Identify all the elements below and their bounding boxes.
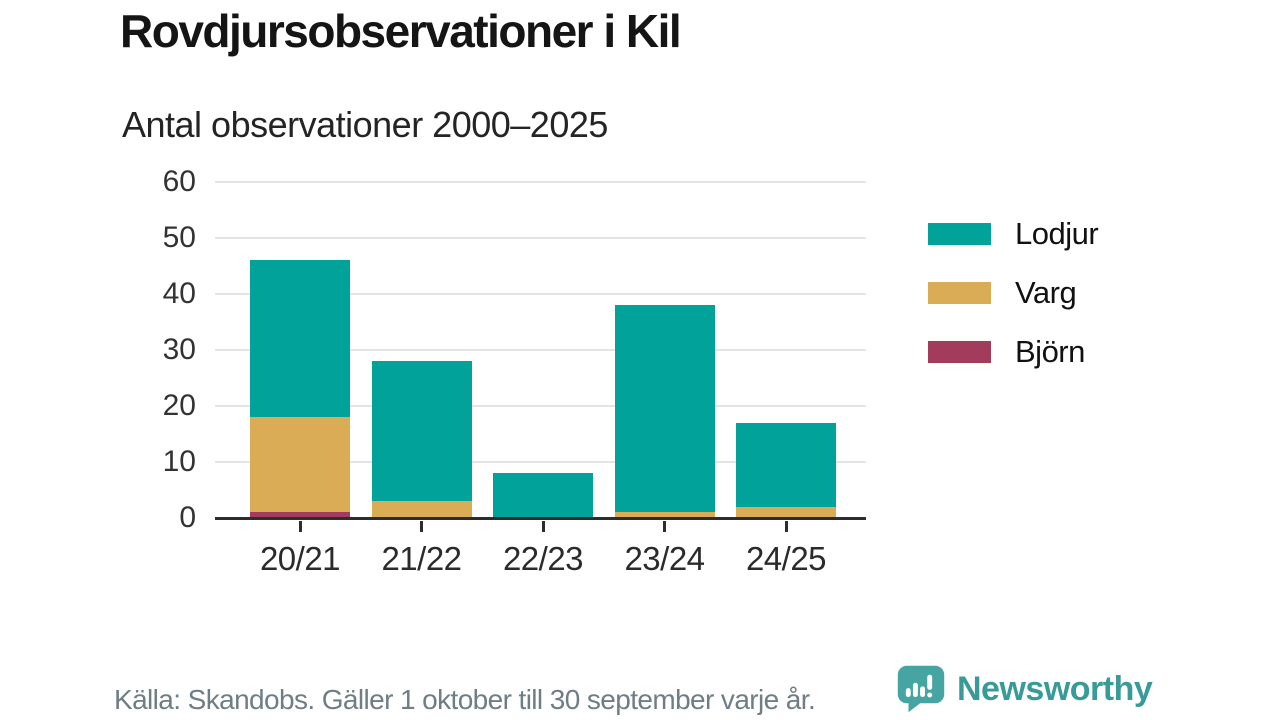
- y-axis-tick-label: 50: [162, 221, 196, 254]
- legend-label: Lodjur: [1015, 216, 1099, 251]
- newsworthy-logo-icon: [897, 665, 945, 713]
- gridline: [215, 237, 866, 239]
- legend-item-lodjur: Lodjur: [928, 216, 1099, 252]
- x-axis-tick: [298, 521, 302, 532]
- x-axis-line: [215, 516, 866, 520]
- bar-segment-varg-24-25: [736, 506, 836, 518]
- x-axis-tick-label: 23/24: [624, 540, 705, 577]
- chart-title: Rovdjursobservationer i Kil: [120, 5, 682, 57]
- gridline: [215, 405, 866, 407]
- source-note: Källa: Skandobs. Gäller 1 oktober till 3…: [114, 684, 816, 715]
- legend-swatch-varg: [928, 282, 991, 304]
- bar-segment-lodjur-20-21: [250, 260, 350, 418]
- gridline: [215, 461, 866, 463]
- y-axis-tick-label: 30: [162, 333, 196, 366]
- x-axis-tick-label: 20/21: [259, 540, 341, 577]
- bar-segment-varg-20-21: [250, 417, 350, 513]
- x-axis-tick-label: 24/25: [745, 540, 827, 577]
- gridline: [215, 293, 866, 295]
- y-axis-tick-label: 20: [162, 389, 196, 422]
- gridline: [215, 349, 866, 351]
- bar-segment-björn-20-21: [250, 512, 350, 518]
- gridline: [215, 181, 866, 183]
- x-axis-tick-label: 22/23: [502, 540, 584, 577]
- x-axis-tick: [784, 521, 788, 532]
- bar-segment-varg-23-24: [614, 512, 715, 518]
- x-axis-tick: [420, 521, 423, 532]
- legend-item-bjorn: Björn: [928, 334, 1098, 370]
- x-axis-tick: [541, 521, 545, 532]
- legend-swatch-bjorn: [928, 341, 991, 363]
- y-axis-tick-label: 10: [162, 445, 196, 478]
- bar-segment-lodjur-24-25: [736, 422, 836, 507]
- x-axis-tick: [663, 521, 666, 532]
- legend: Lodjur Varg Björn: [928, 216, 1099, 393]
- bar-segment-varg-21-22: [371, 501, 472, 518]
- x-axis-tick-label: 21/22: [381, 540, 462, 577]
- legend-swatch-lodjur: [928, 223, 991, 245]
- bar-segment-lodjur-22-23: [493, 473, 593, 518]
- bar-segment-lodjur-21-22: [371, 361, 472, 502]
- legend-item-varg: Varg: [928, 275, 1098, 311]
- bar-segment-lodjur-23-24: [614, 305, 715, 513]
- legend-label: Varg: [1015, 275, 1077, 310]
- legend-label: Björn: [1015, 334, 1085, 369]
- y-axis-tick-label: 60: [162, 165, 196, 198]
- newsworthy-wordmark: Newsworthy: [957, 669, 1153, 708]
- y-axis-tick-label: 40: [162, 277, 196, 310]
- chart-subtitle: Antal observationer 2000–2025: [122, 104, 608, 145]
- newsworthy-brand-link[interactable]: Newsworthy: [896, 664, 1153, 714]
- y-axis-tick-label: 0: [179, 501, 196, 534]
